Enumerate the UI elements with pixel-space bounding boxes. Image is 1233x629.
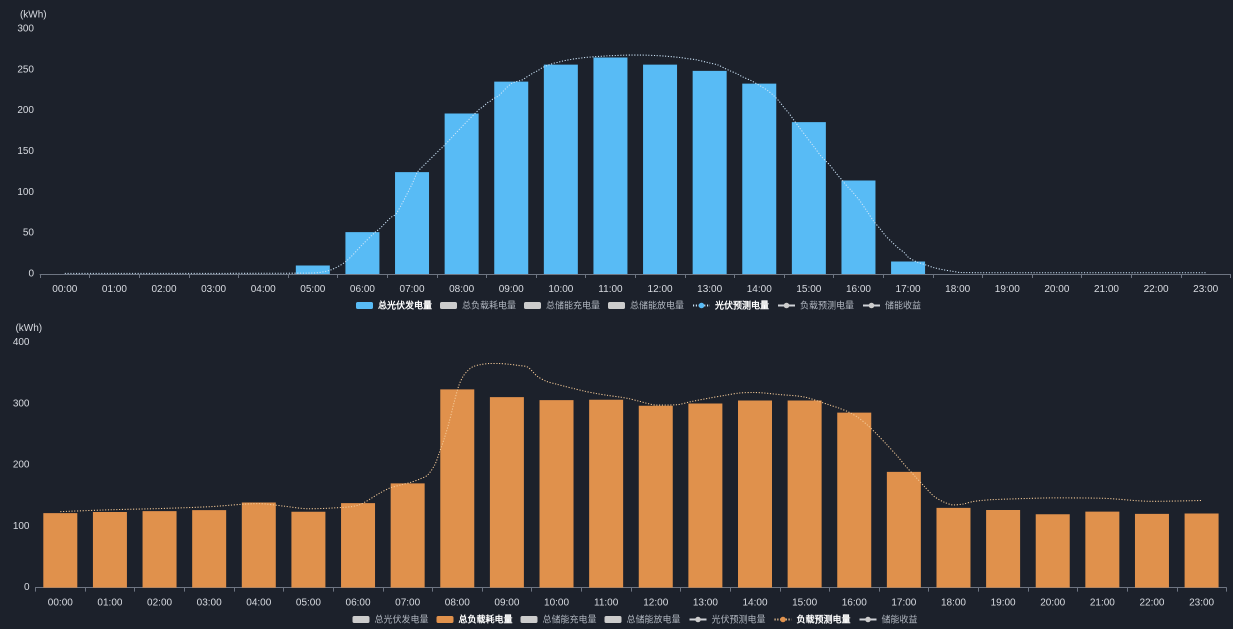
svg-text:21:00: 21:00 bbox=[1094, 284, 1119, 295]
svg-text:09:00: 09:00 bbox=[499, 284, 524, 295]
svg-text:09:00: 09:00 bbox=[494, 598, 519, 609]
svg-text:200: 200 bbox=[13, 460, 30, 471]
svg-text:20:00: 20:00 bbox=[1044, 284, 1069, 295]
svg-text:总负载耗电量: 总负载耗电量 bbox=[462, 300, 516, 311]
svg-text:16:00: 16:00 bbox=[842, 598, 867, 609]
svg-text:19:00: 19:00 bbox=[991, 598, 1016, 609]
svg-text:18:00: 18:00 bbox=[941, 598, 966, 609]
svg-text:10:00: 10:00 bbox=[544, 598, 569, 609]
svg-text:05:00: 05:00 bbox=[296, 598, 321, 609]
svg-text:05:00: 05:00 bbox=[300, 284, 325, 295]
svg-text:总储能充电量: 总储能充电量 bbox=[546, 300, 600, 311]
svg-text:光伏预测电量: 光伏预测电量 bbox=[712, 614, 766, 625]
svg-text:12:00: 12:00 bbox=[648, 284, 673, 295]
svg-text:200: 200 bbox=[17, 105, 34, 116]
svg-text:07:00: 07:00 bbox=[395, 598, 420, 609]
svg-text:19:00: 19:00 bbox=[995, 284, 1020, 295]
svg-text:03:00: 03:00 bbox=[197, 598, 222, 609]
svg-text:22:00: 22:00 bbox=[1139, 598, 1164, 609]
svg-text:150: 150 bbox=[17, 146, 34, 157]
svg-text:15:00: 15:00 bbox=[792, 598, 817, 609]
svg-text:12:00: 12:00 bbox=[643, 598, 668, 609]
svg-text:总储能充电量: 总储能充电量 bbox=[543, 614, 597, 625]
svg-text:100: 100 bbox=[13, 521, 30, 532]
svg-text:总储能放电量: 总储能放电量 bbox=[627, 614, 681, 625]
svg-text:总光伏发电量: 总光伏发电量 bbox=[375, 614, 429, 625]
svg-text:0: 0 bbox=[24, 582, 30, 593]
svg-text:300: 300 bbox=[17, 24, 34, 35]
svg-text:06:00: 06:00 bbox=[350, 284, 375, 295]
svg-text:01:00: 01:00 bbox=[102, 284, 127, 295]
svg-text:储能收益: 储能收益 bbox=[882, 614, 918, 625]
svg-text:16:00: 16:00 bbox=[846, 284, 871, 295]
svg-text:250: 250 bbox=[17, 64, 34, 75]
svg-text:17:00: 17:00 bbox=[891, 598, 916, 609]
svg-text:08:00: 08:00 bbox=[449, 284, 474, 295]
svg-text:22:00: 22:00 bbox=[1144, 284, 1169, 295]
svg-text:08:00: 08:00 bbox=[445, 598, 470, 609]
svg-text:13:00: 13:00 bbox=[693, 598, 718, 609]
svg-text:光伏预测电量: 光伏预测电量 bbox=[714, 300, 769, 311]
svg-text:50: 50 bbox=[23, 228, 35, 239]
svg-text:储能收益: 储能收益 bbox=[885, 300, 921, 311]
svg-text:100: 100 bbox=[17, 187, 34, 198]
svg-text:11:00: 11:00 bbox=[594, 598, 619, 609]
svg-text:400: 400 bbox=[13, 337, 30, 348]
svg-text:21:00: 21:00 bbox=[1090, 598, 1115, 609]
svg-text:17:00: 17:00 bbox=[896, 284, 921, 295]
svg-text:03:00: 03:00 bbox=[201, 284, 226, 295]
svg-text:15:00: 15:00 bbox=[796, 284, 821, 295]
svg-text:300: 300 bbox=[13, 398, 30, 409]
svg-text:23:00: 23:00 bbox=[1193, 284, 1218, 295]
svg-text:01:00: 01:00 bbox=[97, 598, 122, 609]
svg-text:07:00: 07:00 bbox=[400, 284, 425, 295]
svg-text:(kWh): (kWh) bbox=[20, 10, 47, 21]
svg-text:总负载耗电量: 总负载耗电量 bbox=[459, 614, 513, 625]
svg-text:14:00: 14:00 bbox=[747, 284, 772, 295]
svg-text:23:00: 23:00 bbox=[1189, 598, 1214, 609]
svg-text:10:00: 10:00 bbox=[548, 284, 573, 295]
svg-text:13:00: 13:00 bbox=[697, 284, 722, 295]
svg-text:0: 0 bbox=[28, 269, 34, 280]
svg-text:20:00: 20:00 bbox=[1040, 598, 1065, 609]
svg-text:18:00: 18:00 bbox=[945, 284, 970, 295]
svg-text:00:00: 00:00 bbox=[48, 598, 73, 609]
svg-text:02:00: 02:00 bbox=[151, 284, 176, 295]
svg-text:总光伏发电量: 总光伏发电量 bbox=[378, 300, 432, 311]
svg-text:02:00: 02:00 bbox=[147, 598, 172, 609]
svg-text:14:00: 14:00 bbox=[742, 598, 767, 609]
svg-text:负载预测电量: 负载预测电量 bbox=[797, 614, 851, 625]
svg-text:04:00: 04:00 bbox=[251, 284, 276, 295]
svg-text:00:00: 00:00 bbox=[52, 284, 77, 295]
svg-text:11:00: 11:00 bbox=[598, 284, 623, 295]
svg-text:负载预测电量: 负载预测电量 bbox=[800, 300, 854, 311]
svg-text:(kWh): (kWh) bbox=[15, 323, 42, 334]
svg-text:06:00: 06:00 bbox=[346, 598, 371, 609]
svg-text:总储能放电量: 总储能放电量 bbox=[630, 300, 684, 311]
svg-text:04:00: 04:00 bbox=[246, 598, 271, 609]
